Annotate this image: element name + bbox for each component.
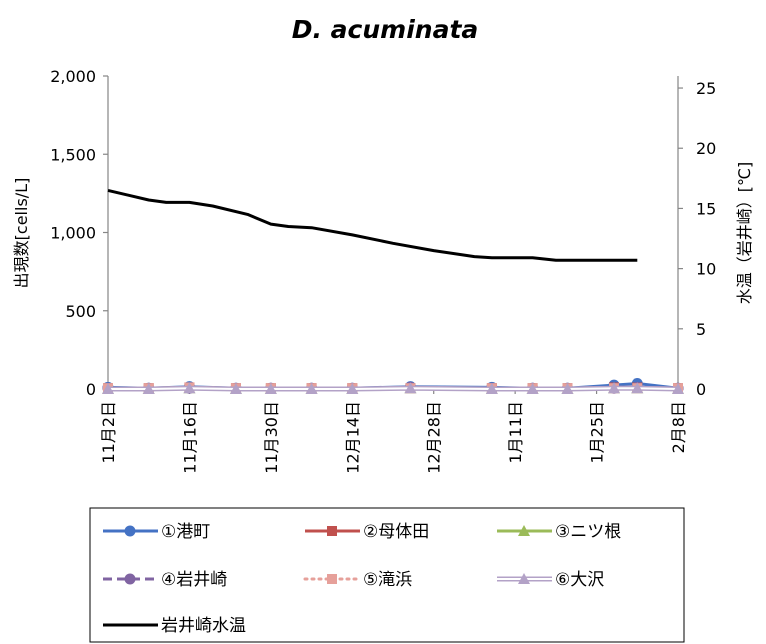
- legend-marker: [518, 573, 530, 584]
- data-point: [608, 382, 621, 394]
- data-point: [631, 382, 644, 394]
- legend-marker: [327, 574, 337, 584]
- legend-marker: [124, 573, 136, 585]
- y-tick-label: 0: [86, 380, 96, 399]
- y-ticks-left: 0 500 1,000 1,500 2,000: [50, 67, 108, 399]
- x-tick-label: 12月28日: [425, 401, 444, 474]
- legend-item: ②母体田: [305, 522, 429, 542]
- data-point: [183, 382, 196, 394]
- legend-label: ③ニツ根: [555, 522, 621, 542]
- legend-marker: [124, 525, 136, 537]
- y-ticks-right: 0 5 10 15 20 25: [678, 79, 716, 399]
- y2-tick-label: 15: [696, 199, 716, 218]
- y2-tick-label: 5: [696, 320, 706, 339]
- legend-item: ③ニツ根: [497, 522, 621, 542]
- data-point: [526, 383, 539, 394]
- data-point: [485, 383, 498, 394]
- series-layer: [102, 188, 684, 394]
- y2-tick-label: 25: [696, 79, 716, 98]
- x-tick-label: 11月2日: [99, 401, 118, 464]
- series-7: [107, 188, 638, 262]
- legend-marker: [518, 525, 530, 536]
- data-point: [346, 383, 359, 394]
- y-tick-label: 1,500: [50, 145, 96, 164]
- legend-label: ①港町: [161, 522, 210, 542]
- data-point: [305, 383, 318, 394]
- legend-label: ④岩井崎: [161, 570, 227, 590]
- x-tick-label: 1月25日: [588, 401, 607, 464]
- series-line-inner: [108, 387, 679, 390]
- y-tick-label: 500: [65, 302, 96, 321]
- data-point: [229, 383, 242, 394]
- data-point: [142, 383, 155, 394]
- x-ticks: 11月2日 11月16日 11月30日 12月14日 12月28日 1月11日 1月25日 2…: [99, 389, 688, 474]
- y-axis-title: 出現数[cells/L]: [12, 178, 31, 289]
- y-tick-label: 1,000: [50, 224, 96, 243]
- x-tick-label: 11月30日: [262, 401, 281, 474]
- series-line: [107, 188, 638, 262]
- chart-title: D. acuminata: [292, 15, 479, 44]
- legend-marker: [327, 526, 337, 536]
- legend-item: ①港町: [103, 522, 210, 542]
- x-tick-label: 2月8日: [669, 401, 688, 453]
- data-point: [264, 383, 277, 394]
- legend-label: 岩井崎水温: [161, 616, 246, 636]
- x-tick-label: 12月14日: [343, 401, 362, 474]
- legend-item: ④岩井崎: [103, 570, 227, 590]
- data-point: [404, 382, 417, 394]
- y2-tick-label: 10: [696, 260, 716, 279]
- y2-tick-label: 0: [696, 380, 706, 399]
- legend-label: ②母体田: [363, 522, 429, 542]
- y-tick-label: 2,000: [50, 67, 96, 86]
- legend-label: ⑤滝浜: [363, 570, 412, 590]
- x-tick-label: 11月16日: [180, 401, 199, 474]
- series-6: [102, 382, 684, 394]
- legend-item: ⑥大沢: [497, 570, 604, 590]
- y2-axis-title: 水温（岩井崎）[℃]: [735, 162, 754, 304]
- data-point: [102, 383, 114, 394]
- data-point: [561, 383, 574, 394]
- data-point: [672, 383, 684, 394]
- x-tick-label: 1月11日: [506, 401, 525, 464]
- legend-label: ⑥大沢: [555, 570, 604, 590]
- legend-item: ⑤滝浜: [303, 570, 412, 590]
- legend-box: [89, 507, 685, 643]
- legend-item: 岩井崎水温: [103, 616, 246, 636]
- y2-tick-label: 20: [696, 139, 716, 158]
